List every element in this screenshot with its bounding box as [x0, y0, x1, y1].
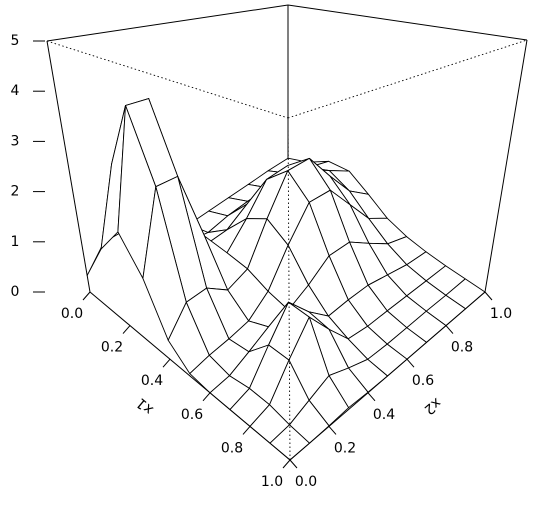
z-tick-label: 1: [11, 234, 20, 250]
x1-tick-label: 0.2: [101, 340, 123, 356]
x1-tick: [282, 459, 291, 469]
z-tick-label: 5: [11, 33, 20, 49]
x2-tick: [328, 426, 337, 435]
box-edge: [46, 40, 91, 293]
z-tick-label: 2: [11, 184, 20, 200]
x1-tick: [202, 392, 211, 402]
z-tick-label: 4: [11, 83, 20, 99]
x1-tick: [82, 291, 91, 301]
x2-tick-label: 0.6: [412, 373, 434, 389]
x2-tick: [367, 392, 376, 402]
box-edge: [289, 291, 486, 461]
x2-tick: [445, 325, 454, 334]
x1-tick-label: 1.0: [261, 474, 283, 490]
x1-tick-label: 0.8: [221, 440, 243, 456]
x1-tick: [242, 426, 251, 435]
box-edge-hidden: [287, 117, 291, 461]
box-edge: [484, 39, 528, 293]
x2-tick: [484, 291, 493, 301]
box-edge: [46, 4, 289, 42]
z-tick-label: 3: [11, 133, 20, 149]
box-edge: [89, 291, 291, 461]
x2-tick: [289, 459, 298, 469]
x1-tick: [122, 325, 131, 334]
x2-tick-label: 0.8: [451, 340, 473, 356]
x1-tick-label: 0.0: [61, 306, 83, 322]
x2-tick-label: 0.0: [295, 474, 317, 490]
x2-tick: [406, 358, 415, 368]
box-edge: [287, 4, 528, 41]
x2-tick-label: 0.4: [373, 407, 395, 423]
x2-tick-label: 1.0: [490, 306, 512, 322]
x1-tick: [162, 358, 171, 368]
x1-tick-label: 0.6: [181, 407, 203, 423]
x1-tick-label: 0.4: [141, 373, 163, 389]
z-tick-label: 0: [11, 284, 20, 300]
x2-tick-label: 0.2: [334, 440, 356, 456]
